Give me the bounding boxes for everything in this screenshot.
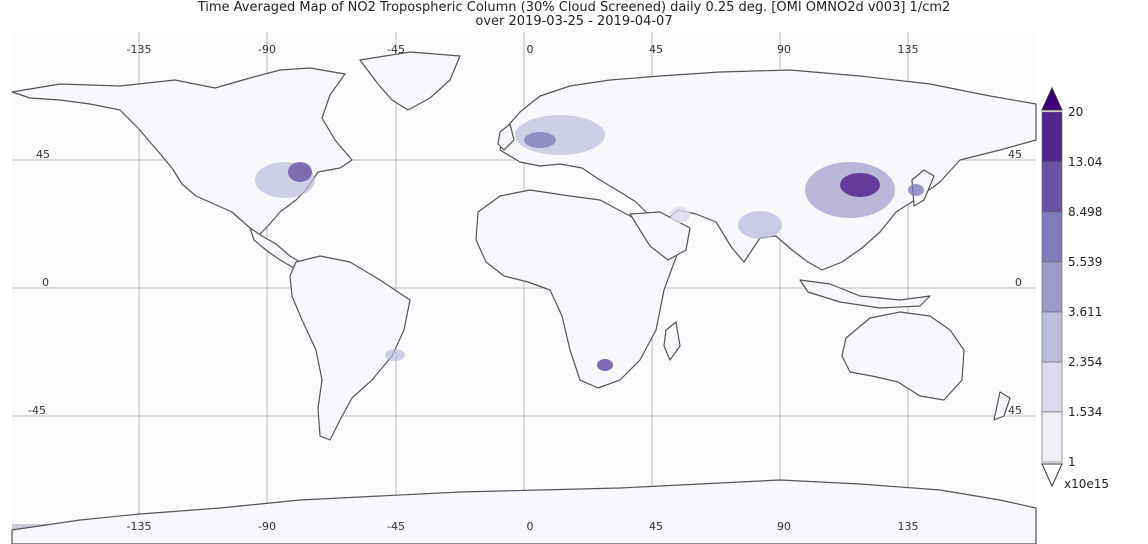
colorbar-swatch: [1041, 361, 1063, 413]
lon-ticks-bottom: -135 -90 -45 0 45 90 135: [127, 520, 919, 533]
madagascar: [663, 321, 681, 361]
eurasia: [499, 69, 1037, 271]
colorbar-swatch: [1041, 161, 1063, 213]
lat-tick-left: 0: [42, 276, 49, 289]
no2-europe-core: [524, 132, 556, 148]
colorbar-label: 20: [1068, 105, 1083, 119]
lat-ticks-right: 45 0 45: [1008, 148, 1022, 417]
lat-tick-right: 0: [1015, 276, 1022, 289]
colorbar-swatch: [1041, 311, 1063, 363]
colorbar-label: 5.539: [1068, 255, 1102, 269]
lon-tick-bottom: 90: [777, 520, 791, 533]
lon-tick-top: -135: [127, 43, 152, 56]
lon-tick-bottom: -90: [258, 520, 276, 533]
colorbar-label: 1: [1068, 455, 1076, 469]
lon-tick-bottom: 135: [898, 520, 919, 533]
colorbar-units: x10e15: [1064, 477, 1109, 491]
south-america: [289, 255, 411, 441]
no2-japan: [908, 184, 924, 196]
no2-field: [255, 115, 924, 371]
lat-tick-right: 45: [1008, 404, 1022, 417]
lon-tick-bottom: 45: [649, 520, 663, 533]
map-date-range: over 2019-03-25 - 2019-04-07: [475, 14, 673, 29]
no2-india: [738, 211, 782, 239]
colorbar-label: 8.498: [1068, 205, 1102, 219]
lat-tick-left: -45: [28, 404, 46, 417]
no2-us-northeast: [288, 162, 312, 182]
lon-ticks-top: -135 -90 -45 0 45 90 135: [127, 43, 919, 56]
colorbar: 20 13.04 8.498 5.539 3.611 2.354 1.534 1…: [1041, 86, 1109, 491]
colorbar-swatch: [1041, 411, 1063, 463]
colorbar-swatch: [1041, 261, 1063, 313]
lat-tick-left: 45: [36, 148, 50, 161]
lon-tick-bottom: -45: [387, 520, 405, 533]
colorbar-min-arrow-icon: [1041, 463, 1063, 488]
lon-tick-top: -90: [258, 43, 276, 56]
coastlines: [11, 51, 1037, 544]
australia: [841, 311, 965, 401]
lon-tick-top: 90: [777, 43, 791, 56]
no2-brazil: [385, 349, 405, 361]
colorbar-swatch: [1041, 211, 1063, 263]
lon-tick-top: 0: [527, 43, 534, 56]
lat-ticks-left: 45 0 -45: [28, 148, 50, 417]
map-title: Time Averaged Map of NO2 Tropospheric Co…: [197, 0, 951, 15]
lon-tick-bottom: 0: [527, 520, 534, 533]
africa: [475, 189, 679, 389]
lon-tick-top: 45: [649, 43, 663, 56]
colorbar-label: 3.611: [1068, 305, 1102, 319]
colorbar-swatch: [1041, 111, 1063, 163]
great-britain: [497, 123, 515, 151]
no2-china-core: [840, 173, 880, 197]
colorbar-label: 2.354: [1068, 355, 1102, 369]
new-zealand: [993, 391, 1011, 421]
arabia: [629, 211, 691, 261]
lon-tick-top: -45: [387, 43, 405, 56]
antarctica: [11, 479, 1037, 544]
lon-tick-bottom: -135: [127, 520, 152, 533]
indonesia: [799, 279, 931, 309]
greenland: [359, 51, 461, 111]
no2-middle-east: [670, 207, 690, 223]
colorbar-max-arrow-icon: [1041, 86, 1063, 111]
lat-tick-right: 45: [1008, 148, 1022, 161]
lon-tick-top: 135: [898, 43, 919, 56]
colorbar-label: 1.534: [1068, 405, 1102, 419]
no2-south-africa: [597, 359, 613, 371]
colorbar-label: 13.04: [1068, 155, 1102, 169]
